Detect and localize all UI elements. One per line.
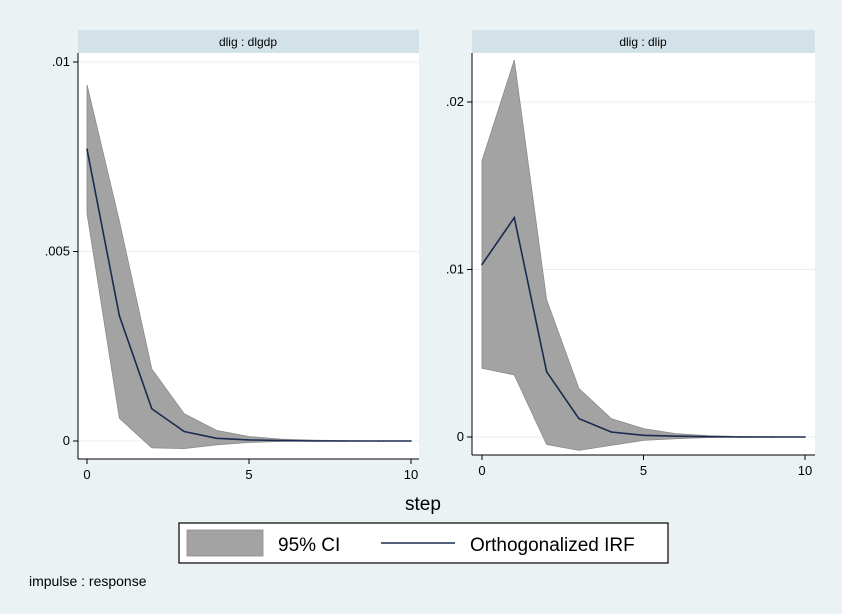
legend-ci-swatch: [186, 529, 264, 557]
y-tick-label-2: .02: [446, 94, 464, 109]
x-tick-label-2: 10: [404, 467, 418, 482]
legend-irf-label: Orthogonalized IRF: [470, 535, 635, 556]
panel-dlig-dlip: dlig : dlip 0 .01 .02 0 5 10: [446, 30, 815, 478]
impulse-response-note: impulse : response: [29, 573, 147, 589]
panel-header: [472, 30, 815, 53]
y-tick-label-1: .005: [45, 244, 70, 259]
panel-title: dlig : dlip: [619, 35, 667, 49]
x-tick-label-1: 5: [640, 463, 647, 478]
x-axis-title: step: [405, 494, 441, 515]
irf-line: [86, 149, 411, 442]
irf-line: [481, 215, 805, 438]
y-tick-label-1: .01: [446, 262, 464, 277]
panel-title: dlig : dlgdp: [219, 35, 277, 49]
x-tick-label-2: 10: [798, 463, 812, 478]
y-tick-label-0: 0: [63, 433, 70, 448]
tick-labels: 0 .005 .01 0 5 10: [45, 54, 419, 482]
panel-header: [78, 30, 419, 53]
panel-dlig-dlgdp: dlig : dlgdp 0 .005 .01 0 5 10: [45, 30, 419, 482]
x-tick-label-0: 0: [478, 463, 485, 478]
y-tick-label-2: .01: [52, 54, 70, 69]
x-tick-label-0: 0: [83, 467, 90, 482]
legend: 95% CI Orthogonalized IRF: [178, 522, 669, 564]
x-tick-label-1: 5: [245, 467, 252, 482]
y-tick-label-0: 0: [457, 429, 464, 444]
tick-labels: 0 .01 .02 0 5 10: [446, 94, 812, 478]
legend-ci-label: 95% CI: [278, 535, 340, 556]
